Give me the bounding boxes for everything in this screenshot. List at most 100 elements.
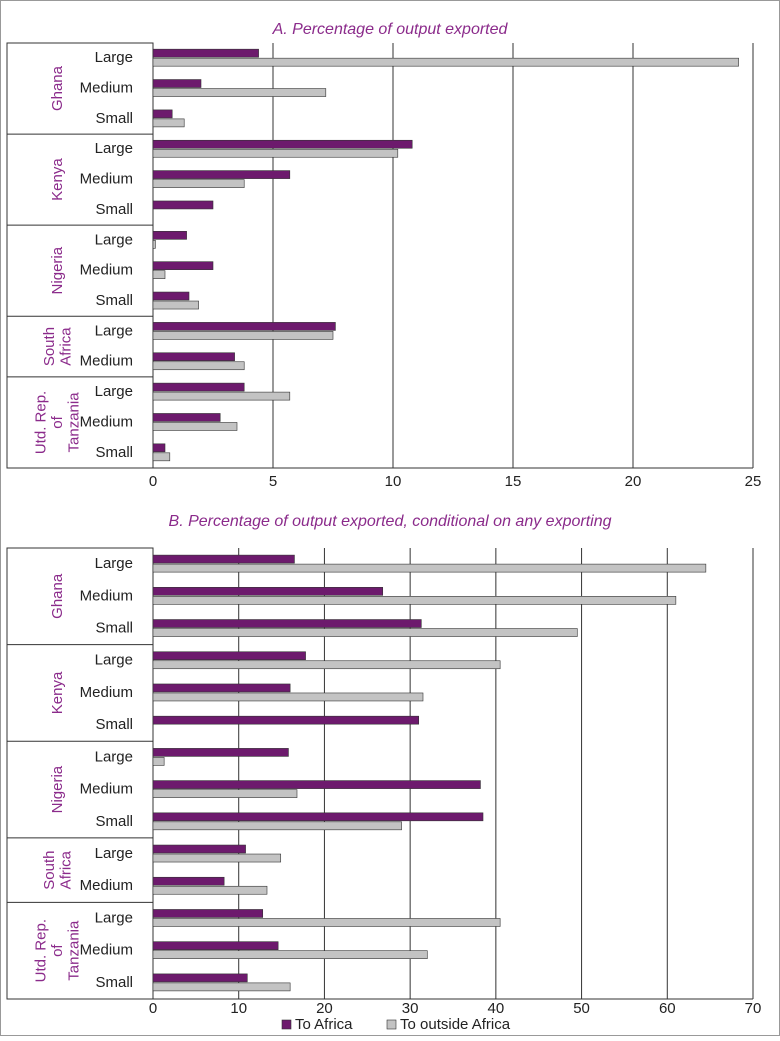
bar bbox=[152, 391, 291, 401]
y-tick-label: Large bbox=[95, 845, 133, 862]
bar bbox=[152, 692, 424, 702]
x-tick-label: 0 bbox=[149, 1000, 157, 1017]
x-tick-label: 10 bbox=[230, 1000, 247, 1017]
bar bbox=[152, 628, 578, 637]
bar bbox=[152, 651, 306, 661]
group-label-line: Nigeria bbox=[49, 246, 66, 294]
bar bbox=[152, 757, 165, 766]
legend-swatch bbox=[281, 1019, 292, 1030]
group-label-line: Ghana bbox=[49, 65, 66, 111]
bar bbox=[152, 780, 481, 789]
bar bbox=[152, 139, 413, 149]
x-tick-label: 70 bbox=[745, 1000, 762, 1017]
bar bbox=[152, 382, 245, 392]
legend-swatch bbox=[386, 1019, 397, 1030]
bar bbox=[152, 715, 420, 725]
bar bbox=[152, 179, 245, 188]
bar bbox=[152, 973, 248, 983]
group-label-line: of bbox=[49, 944, 66, 957]
bar bbox=[152, 48, 259, 58]
bar bbox=[152, 660, 501, 670]
bar bbox=[152, 118, 185, 128]
y-tick-label: Large bbox=[95, 909, 133, 926]
group-label: Ghana bbox=[49, 65, 66, 111]
group-label-line: Africa bbox=[57, 850, 74, 889]
x-tick-label: 15 bbox=[505, 473, 522, 490]
y-tick-label: Small bbox=[95, 110, 133, 127]
bar bbox=[152, 170, 291, 179]
bar bbox=[152, 291, 190, 301]
y-tick-label: Small bbox=[95, 716, 133, 733]
y-tick-label: Small bbox=[95, 201, 133, 218]
y-tick-label: Large bbox=[95, 748, 133, 765]
group-label-line: South bbox=[41, 327, 58, 366]
y-tick-label: Medium bbox=[80, 171, 133, 188]
group-label-line: Tanzania bbox=[65, 392, 82, 453]
bar bbox=[152, 950, 428, 959]
y-tick-label: Medium bbox=[80, 353, 133, 370]
y-tick-label: Medium bbox=[80, 262, 133, 279]
bar bbox=[152, 79, 202, 88]
bar bbox=[152, 300, 199, 310]
y-tick-label: Large bbox=[95, 231, 133, 248]
bar bbox=[152, 443, 166, 453]
bar bbox=[152, 554, 295, 564]
group-label: Nigeria bbox=[49, 765, 66, 813]
bar bbox=[152, 322, 336, 331]
bar bbox=[152, 361, 245, 371]
group-label-line: Kenya bbox=[49, 671, 66, 714]
group-label-line: Tanzania bbox=[65, 920, 82, 981]
y-tick-label: Large bbox=[95, 140, 133, 157]
bar bbox=[152, 909, 264, 918]
group-label-line: Utd. Rep. bbox=[32, 391, 49, 454]
y-tick-label: Small bbox=[95, 974, 133, 991]
group-label: Utd. Rep.ofTanzania bbox=[32, 391, 82, 454]
bar bbox=[152, 88, 327, 97]
y-tick-label: Large bbox=[95, 383, 133, 400]
chart-title: B. Percentage of output exported, condit… bbox=[169, 513, 612, 530]
bar bbox=[152, 812, 484, 822]
x-tick-label: 40 bbox=[488, 1000, 505, 1017]
bar bbox=[152, 587, 384, 596]
x-tick-label: 5 bbox=[269, 473, 277, 490]
x-tick-label: 10 bbox=[385, 473, 402, 490]
bar bbox=[152, 200, 214, 210]
y-tick-label: Small bbox=[95, 444, 133, 461]
group-label: Kenya bbox=[49, 671, 66, 714]
bar bbox=[152, 413, 221, 422]
y-tick-label: Medium bbox=[80, 877, 133, 894]
bar bbox=[152, 231, 187, 240]
bar bbox=[152, 148, 399, 158]
x-tick-label: 25 bbox=[745, 473, 762, 490]
bar bbox=[152, 331, 334, 340]
bar bbox=[152, 619, 422, 628]
x-tick-label: 20 bbox=[625, 473, 642, 490]
y-tick-label: Small bbox=[95, 620, 133, 637]
bar bbox=[152, 844, 246, 854]
x-tick-label: 60 bbox=[659, 1000, 676, 1017]
bar bbox=[152, 748, 289, 757]
bar bbox=[152, 270, 166, 279]
bar bbox=[152, 918, 501, 927]
group-label-line: Utd. Rep. bbox=[32, 919, 49, 982]
y-tick-label: Small bbox=[95, 813, 133, 830]
group-label-line: Nigeria bbox=[49, 765, 66, 813]
x-tick-label: 30 bbox=[402, 1000, 419, 1017]
y-tick-label: Medium bbox=[80, 942, 133, 959]
y-tick-label: Large bbox=[95, 555, 133, 572]
x-tick-label: 0 bbox=[149, 473, 157, 490]
bar bbox=[152, 563, 707, 573]
group-label-line: Africa bbox=[57, 327, 74, 366]
bar bbox=[152, 789, 298, 798]
bar bbox=[152, 596, 677, 605]
group-label: SouthAfrica bbox=[41, 850, 75, 889]
y-tick-label: Medium bbox=[80, 781, 133, 798]
y-tick-label: Medium bbox=[80, 80, 133, 97]
group-label: Nigeria bbox=[49, 246, 66, 294]
group-label-line: South bbox=[41, 851, 58, 890]
bar bbox=[152, 853, 282, 863]
legend-label: To outside Africa bbox=[400, 1016, 511, 1033]
group-label: SouthAfrica bbox=[41, 327, 75, 366]
